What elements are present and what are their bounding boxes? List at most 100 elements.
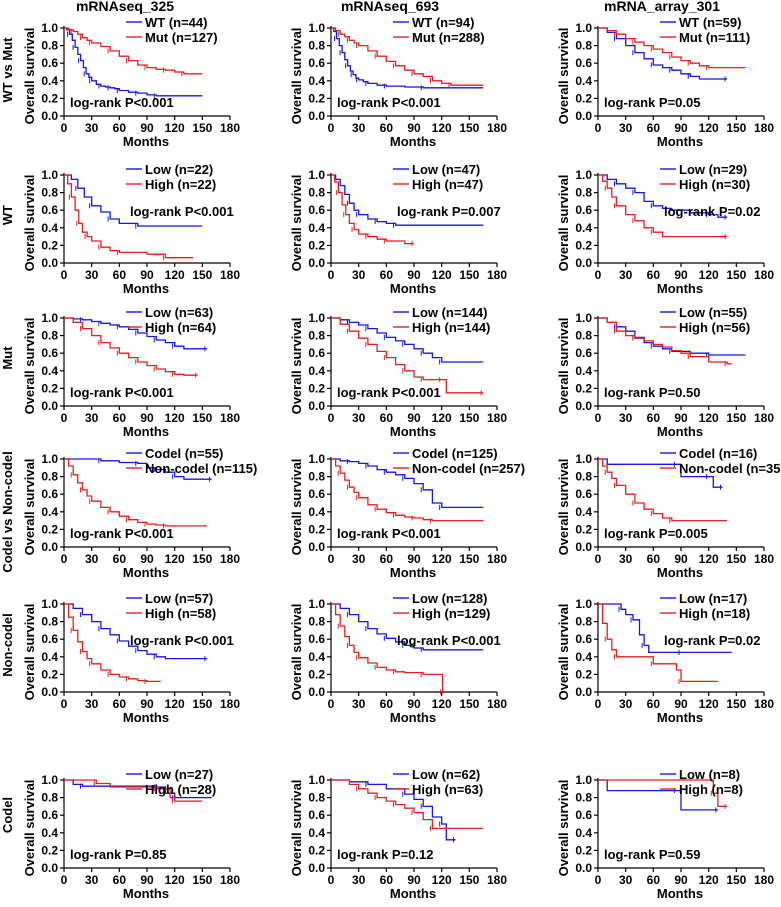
x-tick-label: 150	[459, 873, 479, 887]
x-axis-title: Months	[657, 281, 703, 296]
y-tick-label: 0.8	[575, 470, 592, 484]
y-tick-label: 0.4	[41, 74, 58, 88]
y-tick-label: 0.2	[41, 381, 58, 395]
survival-curve-red	[331, 317, 484, 394]
row-label: Codel	[0, 797, 15, 833]
y-tick-label: 0.6	[308, 487, 325, 501]
x-tick-label: 90	[140, 552, 154, 566]
column-header: mRNA_array_301	[604, 0, 720, 14]
legend-label: WT (n=44)	[145, 15, 207, 30]
survival-curve-blue	[64, 317, 207, 350]
legend-label: High (n=8)	[679, 782, 743, 797]
x-tick-label: 120	[699, 552, 719, 566]
y-tick-label: 0.8	[308, 186, 325, 200]
y-tick-label: 0.0	[41, 109, 58, 123]
y-tick-label: 0.2	[41, 667, 58, 681]
y-tick-label: 0.0	[308, 540, 325, 554]
legend-label: Low (n=62)	[412, 767, 480, 782]
y-tick-label: 0.2	[575, 91, 592, 105]
y-tick-label: 0.6	[308, 808, 325, 822]
x-tick-label: 150	[726, 873, 746, 887]
y-tick-label: 0.2	[308, 238, 325, 252]
y-tick-label: 1.0	[308, 21, 325, 35]
pvalue-label: log-rank P=0.02	[664, 633, 760, 648]
km-panel: 0.0 0.2 0.4 0.6 0.8 1.0 0 30 60 90 120 150 180 Months…	[289, 767, 507, 901]
km-panel: 0.0 0.2 0.4 0.6 0.8 1.0 0 30 60 90 120 150 180 Months…	[22, 15, 240, 149]
x-tick-label: 120	[699, 411, 719, 425]
km-panel: 0.0 0.2 0.4 0.6 0.8 1.0 0 30 60 90 120 150 180 Months…	[556, 162, 774, 296]
pvalue-label: log-rank P=0.59	[604, 847, 700, 862]
x-tick-label: 30	[352, 268, 366, 282]
x-tick-label: 60	[113, 873, 127, 887]
y-tick-label: 0.8	[575, 791, 592, 805]
y-tick-label: 0.8	[41, 470, 58, 484]
y-tick-label: 0.0	[41, 256, 58, 270]
y-tick-label: 0.4	[575, 505, 592, 519]
survival-curve-red	[64, 174, 194, 259]
survival-curve-red	[64, 27, 203, 75]
km-panel: 0.0 0.2 0.4 0.6 0.8 1.0 0 30 60 90 120 150 180 Months…	[22, 305, 240, 439]
y-tick-label: 0.8	[308, 615, 325, 629]
x-tick-label: 0	[328, 552, 335, 566]
x-tick-label: 180	[487, 552, 507, 566]
y-tick-label: 0.6	[41, 632, 58, 646]
x-tick-label: 180	[220, 121, 240, 135]
row-label: Codel vs Non-codel	[0, 451, 15, 572]
y-tick-label: 0.6	[575, 487, 592, 501]
x-tick-label: 30	[619, 552, 633, 566]
x-tick-label: 150	[192, 552, 212, 566]
survival-curve-red	[64, 458, 207, 527]
x-tick-label: 30	[619, 697, 633, 711]
y-tick-label: 0.8	[575, 615, 592, 629]
y-tick-label: 1.0	[308, 597, 325, 611]
x-tick-label: 90	[140, 268, 154, 282]
survival-curve-blue	[64, 779, 212, 799]
x-tick-label: 0	[61, 873, 68, 887]
x-tick-label: 0	[61, 411, 68, 425]
y-tick-label: 1.0	[308, 311, 325, 325]
y-tick-label: 1.0	[41, 21, 58, 35]
row-label: Non-codel	[0, 613, 15, 677]
x-tick-label: 150	[726, 697, 746, 711]
legend-label: Mut (n=127)	[145, 30, 218, 45]
y-tick-label: 0.4	[41, 826, 58, 840]
y-tick-label: 0.6	[41, 203, 58, 217]
x-tick-label: 60	[113, 552, 127, 566]
x-tick-label: 60	[647, 697, 661, 711]
row-label: WT	[0, 205, 15, 225]
x-tick-label: 0	[328, 697, 335, 711]
legend-label: Codel (n=16)	[679, 446, 757, 461]
y-tick-label: 1.0	[575, 597, 592, 611]
x-tick-label: 150	[192, 873, 212, 887]
survival-curve-blue	[331, 27, 484, 89]
y-axis-title: Overall survival	[289, 604, 304, 701]
y-tick-label: 0.4	[41, 505, 58, 519]
y-tick-label: 0.2	[41, 843, 58, 857]
km-panel: 0.0 0.2 0.4 0.6 0.8 1.0 0 30 60 90 120 150 180 Months…	[289, 591, 507, 725]
y-tick-label: 0.2	[575, 381, 592, 395]
pvalue-label: log-rank P<0.001	[130, 204, 234, 219]
x-tick-label: 150	[459, 411, 479, 425]
pvalue-label: log-rank P=0.85	[70, 847, 166, 862]
x-tick-label: 60	[380, 121, 394, 135]
x-tick-label: 30	[352, 552, 366, 566]
x-tick-label: 90	[407, 873, 421, 887]
y-tick-label: 0.6	[308, 632, 325, 646]
y-axis-title: Overall survival	[289, 780, 304, 877]
x-tick-label: 60	[113, 121, 127, 135]
survival-curve-blue	[598, 27, 728, 80]
pvalue-label: log-rank P<0.001	[397, 633, 501, 648]
x-tick-label: 120	[699, 121, 719, 135]
y-tick-label: 0.0	[41, 540, 58, 554]
y-tick-label: 0.4	[575, 364, 592, 378]
km-panel: 0.0 0.2 0.4 0.6 0.8 1.0 0 30 60 90 120 150 180 Months…	[556, 305, 774, 439]
y-tick-label: 0.2	[575, 238, 592, 252]
pvalue-label: log-rank P=0.12	[337, 847, 433, 862]
y-tick-label: 0.0	[575, 861, 592, 875]
survival-curve-blue	[598, 603, 732, 654]
x-tick-label: 150	[459, 268, 479, 282]
y-tick-label: 0.0	[575, 685, 592, 699]
y-tick-label: 0.8	[41, 329, 58, 343]
pvalue-label: log-rank P=0.50	[604, 385, 700, 400]
legend-label: Low (n=27)	[145, 767, 213, 782]
